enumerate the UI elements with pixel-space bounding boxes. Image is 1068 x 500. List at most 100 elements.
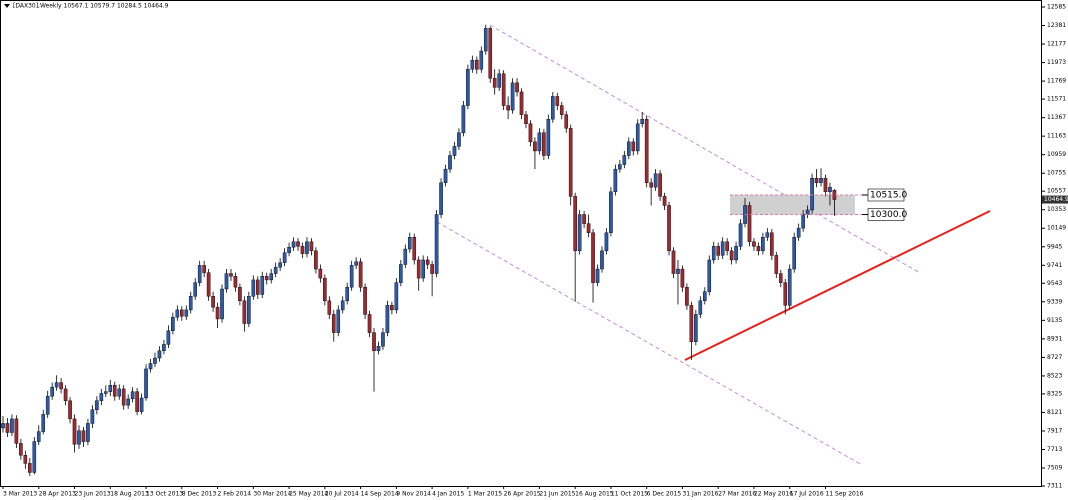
y-tick-label: 11367 <box>1047 114 1066 121</box>
candle-body <box>734 246 738 261</box>
candle-body <box>591 232 595 283</box>
candle-body <box>604 232 609 252</box>
y-tick-label: 7917 <box>1047 427 1062 434</box>
x-tick-label: 1 Mar 2015 <box>468 491 502 498</box>
candle-body <box>1 423 5 429</box>
candle-body <box>99 393 104 401</box>
candle-body <box>519 91 524 115</box>
candle-body <box>318 268 323 279</box>
candle-body <box>497 73 501 88</box>
candle-body <box>568 128 573 197</box>
y-tick-label: 12381 <box>1047 22 1066 29</box>
x-tick-label: 23 Jun 2013 <box>75 491 111 498</box>
channel-lower <box>436 221 863 466</box>
candle-body <box>95 400 99 410</box>
candle-body <box>77 430 81 445</box>
candle-body <box>68 400 72 420</box>
candle-body <box>331 314 336 333</box>
x-tick-label: 11 Sep 2016 <box>825 491 863 498</box>
candle-body <box>600 250 604 270</box>
candle-body <box>488 28 493 79</box>
candle-body <box>63 388 68 401</box>
candle-body <box>515 82 519 93</box>
candle-body <box>282 252 287 263</box>
candle-body <box>72 418 77 445</box>
candle-body <box>796 227 801 238</box>
candle-body <box>618 164 622 170</box>
candle-body <box>278 262 282 268</box>
candle-body <box>720 241 725 256</box>
y-tick-label: 11571 <box>1047 96 1066 103</box>
candle-body <box>179 309 184 317</box>
candle-body <box>336 309 341 333</box>
candle-body <box>28 463 32 473</box>
candle-body <box>36 431 41 442</box>
candle-body <box>421 259 425 279</box>
candle-body <box>349 265 354 288</box>
x-tick-label: 25 May 2014 <box>289 491 328 498</box>
candle-body <box>372 332 376 351</box>
candle-body <box>354 261 358 266</box>
candle-body <box>86 423 90 442</box>
y-tick-label: 10755 <box>1047 170 1066 177</box>
candle-body <box>470 59 475 70</box>
candle-body <box>314 250 318 270</box>
candle-body <box>631 141 636 152</box>
channel-upper <box>489 24 921 274</box>
candle-body <box>376 346 381 351</box>
candle-body <box>685 286 689 306</box>
x-tick-label: 26 Apr 2015 <box>504 491 541 498</box>
candle-body <box>32 441 37 473</box>
candle-body <box>644 118 649 183</box>
candle-body <box>510 82 515 111</box>
candle-body <box>582 214 586 224</box>
candle-body <box>171 316 175 331</box>
candle-body <box>443 168 448 183</box>
candle-body <box>251 279 256 297</box>
candle-body <box>19 443 23 456</box>
candle-body <box>238 286 242 302</box>
y-tick-label: 8931 <box>1047 335 1062 342</box>
y-tick-label: 10353 <box>1047 206 1066 213</box>
candle-body <box>5 423 10 433</box>
trend-line <box>684 210 991 361</box>
candle-body <box>752 241 756 247</box>
candle-body <box>635 123 640 152</box>
candle-body <box>738 223 743 247</box>
level-zone <box>730 195 855 215</box>
candle-body <box>649 182 653 188</box>
y-tick-label: 10149 <box>1047 225 1066 232</box>
candle-body <box>559 105 564 115</box>
candle-body <box>54 382 59 388</box>
candle-body <box>144 368 148 399</box>
candle-body <box>801 214 805 229</box>
y-tick-label: 9339 <box>1047 298 1062 305</box>
candle-body <box>725 241 729 252</box>
candle-body <box>403 248 408 265</box>
candle-body <box>296 241 300 247</box>
x-tick-label: 30 Mar 2014 <box>253 491 291 498</box>
candle-body <box>162 344 166 351</box>
y-tick-label: 12177 <box>1047 41 1066 48</box>
candle-body <box>658 173 662 197</box>
candle-body <box>233 276 238 288</box>
candle-body <box>135 391 139 412</box>
candle-body <box>479 50 484 70</box>
candle-body <box>14 418 19 444</box>
candle-body <box>327 300 332 315</box>
candle-body <box>711 246 716 261</box>
candle-body <box>50 386 54 397</box>
candle-body <box>823 178 828 193</box>
candle-body <box>609 191 613 233</box>
y-tick-label: 9945 <box>1047 243 1062 250</box>
plot-frame <box>0 0 1042 487</box>
y-tick-label: 7311 <box>1047 483 1062 490</box>
candle-body <box>765 232 770 238</box>
candle-body <box>702 291 707 302</box>
candle-body <box>399 264 403 283</box>
candle-body <box>747 205 752 242</box>
candle-body <box>117 388 122 397</box>
candle-body <box>707 259 712 292</box>
candle-body <box>671 250 676 274</box>
candle-body <box>81 430 86 442</box>
